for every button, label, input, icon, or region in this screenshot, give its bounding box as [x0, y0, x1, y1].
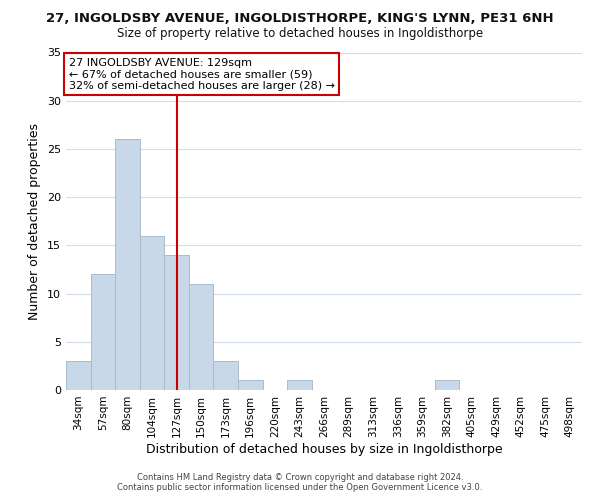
Bar	[434, 380, 459, 390]
Bar	[287, 380, 312, 390]
Text: Size of property relative to detached houses in Ingoldisthorpe: Size of property relative to detached ho…	[117, 28, 483, 40]
Bar	[164, 255, 189, 390]
Bar	[91, 274, 115, 390]
Bar	[115, 140, 140, 390]
Bar	[214, 361, 238, 390]
Y-axis label: Number of detached properties: Number of detached properties	[28, 122, 41, 320]
Bar	[140, 236, 164, 390]
Bar	[66, 361, 91, 390]
Text: 27, INGOLDSBY AVENUE, INGOLDISTHORPE, KING'S LYNN, PE31 6NH: 27, INGOLDSBY AVENUE, INGOLDISTHORPE, KI…	[46, 12, 554, 26]
Text: Contains HM Land Registry data © Crown copyright and database right 2024.
Contai: Contains HM Land Registry data © Crown c…	[118, 473, 482, 492]
Bar	[189, 284, 214, 390]
X-axis label: Distribution of detached houses by size in Ingoldisthorpe: Distribution of detached houses by size …	[146, 442, 502, 456]
Bar	[238, 380, 263, 390]
Text: 27 INGOLDSBY AVENUE: 129sqm
← 67% of detached houses are smaller (59)
32% of sem: 27 INGOLDSBY AVENUE: 129sqm ← 67% of det…	[68, 58, 335, 91]
